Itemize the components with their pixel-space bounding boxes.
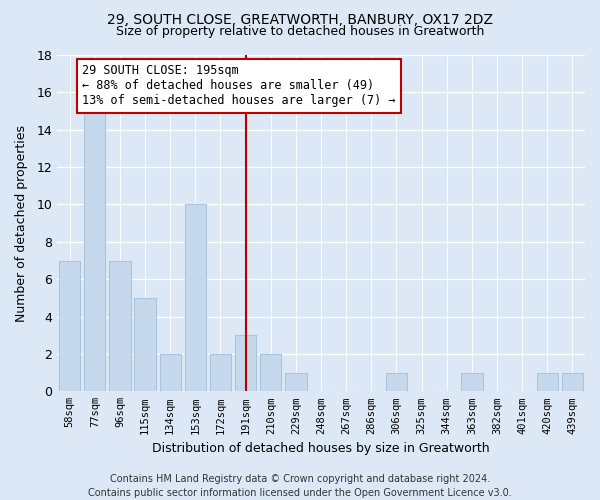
Text: Contains HM Land Registry data © Crown copyright and database right 2024.
Contai: Contains HM Land Registry data © Crown c… bbox=[88, 474, 512, 498]
Bar bbox=[235, 336, 256, 392]
Bar bbox=[536, 372, 558, 392]
Text: 29, SOUTH CLOSE, GREATWORTH, BANBURY, OX17 2DZ: 29, SOUTH CLOSE, GREATWORTH, BANBURY, OX… bbox=[107, 12, 493, 26]
Bar bbox=[260, 354, 281, 392]
Text: Size of property relative to detached houses in Greatworth: Size of property relative to detached ho… bbox=[116, 25, 484, 38]
Bar bbox=[461, 372, 482, 392]
Bar bbox=[160, 354, 181, 392]
Text: 29 SOUTH CLOSE: 195sqm
← 88% of detached houses are smaller (49)
13% of semi-det: 29 SOUTH CLOSE: 195sqm ← 88% of detached… bbox=[82, 64, 396, 108]
Bar bbox=[185, 204, 206, 392]
Bar bbox=[84, 111, 106, 392]
Bar bbox=[59, 260, 80, 392]
Bar bbox=[210, 354, 231, 392]
X-axis label: Distribution of detached houses by size in Greatworth: Distribution of detached houses by size … bbox=[152, 442, 490, 455]
Bar bbox=[109, 260, 131, 392]
Bar bbox=[386, 372, 407, 392]
Bar bbox=[285, 372, 307, 392]
Bar bbox=[134, 298, 156, 392]
Bar bbox=[562, 372, 583, 392]
Y-axis label: Number of detached properties: Number of detached properties bbox=[15, 124, 28, 322]
